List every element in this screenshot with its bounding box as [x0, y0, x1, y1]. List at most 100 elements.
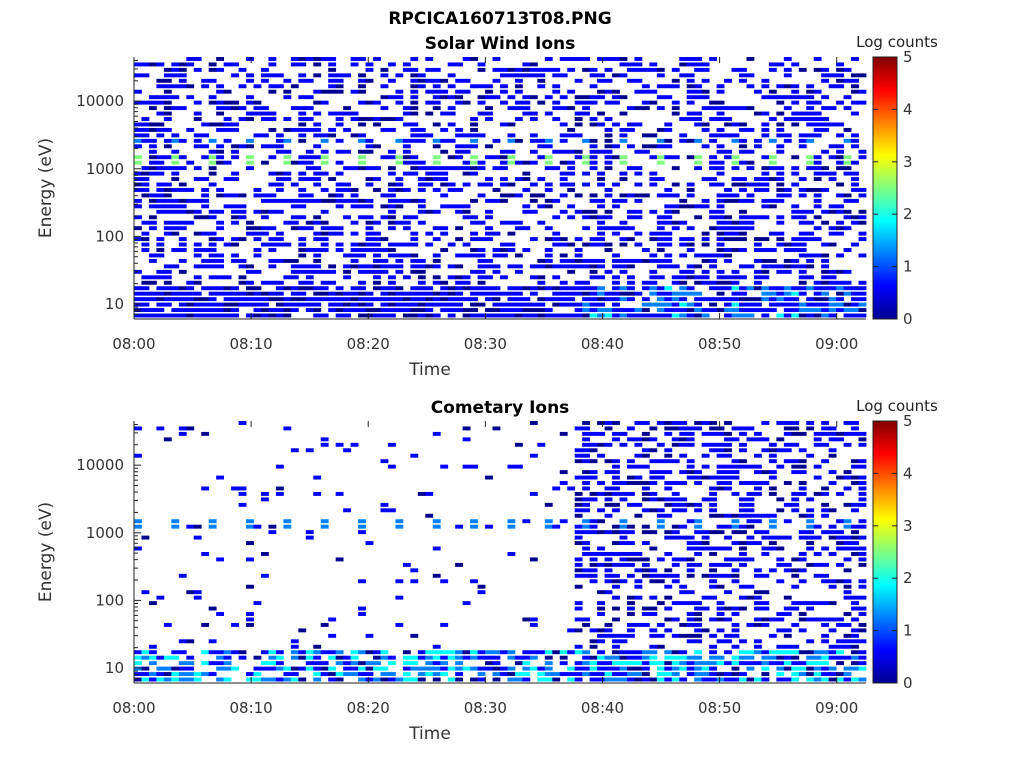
heatmap-cell [649, 633, 658, 638]
heatmap-cell [358, 291, 366, 296]
heatmap-cell [791, 248, 800, 252]
heatmap-cell [328, 62, 337, 67]
heatmap-cell [238, 84, 247, 89]
heatmap-cell [567, 106, 576, 111]
heatmap-cell [709, 280, 718, 285]
heatmap-cell [836, 78, 844, 83]
heatmap-cell [851, 508, 859, 513]
heatmap-cell [851, 182, 859, 187]
heatmap-cell [298, 291, 307, 296]
heatmap-cell [664, 84, 673, 89]
heatmap-cell [634, 442, 643, 447]
heatmap-cell [597, 612, 605, 616]
heatmap-cell [335, 89, 344, 94]
heatmap-cell [410, 308, 419, 313]
heatmap-cell [843, 442, 852, 447]
heatmap-cell [380, 286, 389, 291]
heatmap-cell [395, 579, 404, 584]
heatmap-cell [567, 188, 576, 192]
colorbar-tick-label: 1 [903, 622, 913, 640]
heatmap-cell [671, 226, 680, 231]
heatmap-cell [365, 291, 374, 296]
heatmap-cell [417, 491, 426, 496]
heatmap-cell [178, 182, 187, 187]
heatmap-cell [716, 286, 725, 291]
heatmap-cell [238, 650, 247, 655]
heatmap-cell [582, 182, 591, 187]
heatmap-cell [134, 144, 142, 149]
heatmap-cell [813, 133, 822, 138]
heatmap-cell [290, 160, 299, 165]
heatmap-cell [641, 448, 650, 453]
heatmap-cell [387, 308, 396, 313]
heatmap-cell [716, 297, 725, 302]
heatmap-cell [163, 297, 172, 302]
heatmap-cell [567, 291, 576, 296]
heatmap-cell [589, 677, 598, 682]
heatmap-cell [626, 67, 635, 72]
heatmap-cell [656, 557, 665, 562]
heatmap-cell [350, 198, 359, 203]
heatmap-cell [290, 264, 299, 269]
heatmap-cell [851, 552, 859, 556]
heatmap-cell [828, 106, 837, 111]
heatmap-cell [836, 231, 844, 236]
heatmap-cell [574, 568, 583, 573]
heatmap-cell [761, 286, 770, 291]
heatmap-cell [514, 177, 523, 182]
heatmap-cell [290, 226, 299, 231]
heatmap-cell [373, 258, 381, 263]
heatmap-cell [619, 127, 628, 132]
heatmap-cell [447, 122, 456, 127]
heatmap-cell [552, 100, 561, 105]
heatmap-cell [783, 644, 792, 649]
heatmap-cell [671, 562, 680, 567]
heatmap-cell [216, 155, 225, 160]
heatmap-cell [477, 650, 486, 655]
heatmap-cell [305, 530, 314, 535]
heatmap-cell [746, 650, 755, 655]
heatmap-cell [313, 198, 322, 203]
heatmap-cell [694, 111, 703, 116]
heatmap-cell [828, 269, 837, 274]
heatmap-cell [746, 220, 755, 225]
heatmap-cell [761, 78, 770, 83]
heatmap-cell [275, 486, 284, 491]
heatmap-cell [597, 242, 605, 247]
heatmap-cell [470, 160, 478, 165]
heatmap-cell [268, 226, 277, 231]
heatmap-cell [268, 248, 277, 252]
heatmap-cell [694, 95, 703, 100]
heatmap-cell [709, 421, 718, 425]
heatmap-cell [186, 160, 195, 165]
heatmap-cell [731, 470, 740, 475]
heatmap-cell [612, 644, 620, 649]
heatmap-cell [455, 127, 464, 132]
heatmap-cell [305, 302, 314, 307]
heatmap-cell [671, 67, 680, 72]
heatmap-cell [701, 541, 710, 546]
heatmap-cell [387, 253, 396, 258]
heatmap-cell [313, 57, 322, 61]
heatmap-cell [290, 220, 299, 225]
heatmap-cell [574, 562, 583, 567]
heatmap-cell [679, 655, 688, 660]
heatmap-cell [739, 231, 747, 236]
heatmap-cell [746, 491, 755, 496]
heatmap-cell [836, 431, 844, 436]
heatmap-cell [821, 275, 830, 280]
heatmap-cell [544, 661, 553, 666]
heatmap-cell [148, 204, 157, 209]
heatmap-cell [716, 431, 725, 436]
heatmap-cell [328, 617, 337, 622]
heatmap-cell [626, 524, 635, 529]
heatmap-cell [597, 226, 605, 231]
heatmap-cell [686, 459, 695, 464]
heatmap-cell [709, 595, 718, 600]
heatmap-cell [701, 453, 710, 458]
heatmap-cell [529, 117, 538, 121]
heatmap-cell [238, 264, 247, 269]
heatmap-cell [163, 291, 172, 296]
heatmap-cell [656, 297, 665, 302]
heatmap-cell [753, 530, 762, 535]
